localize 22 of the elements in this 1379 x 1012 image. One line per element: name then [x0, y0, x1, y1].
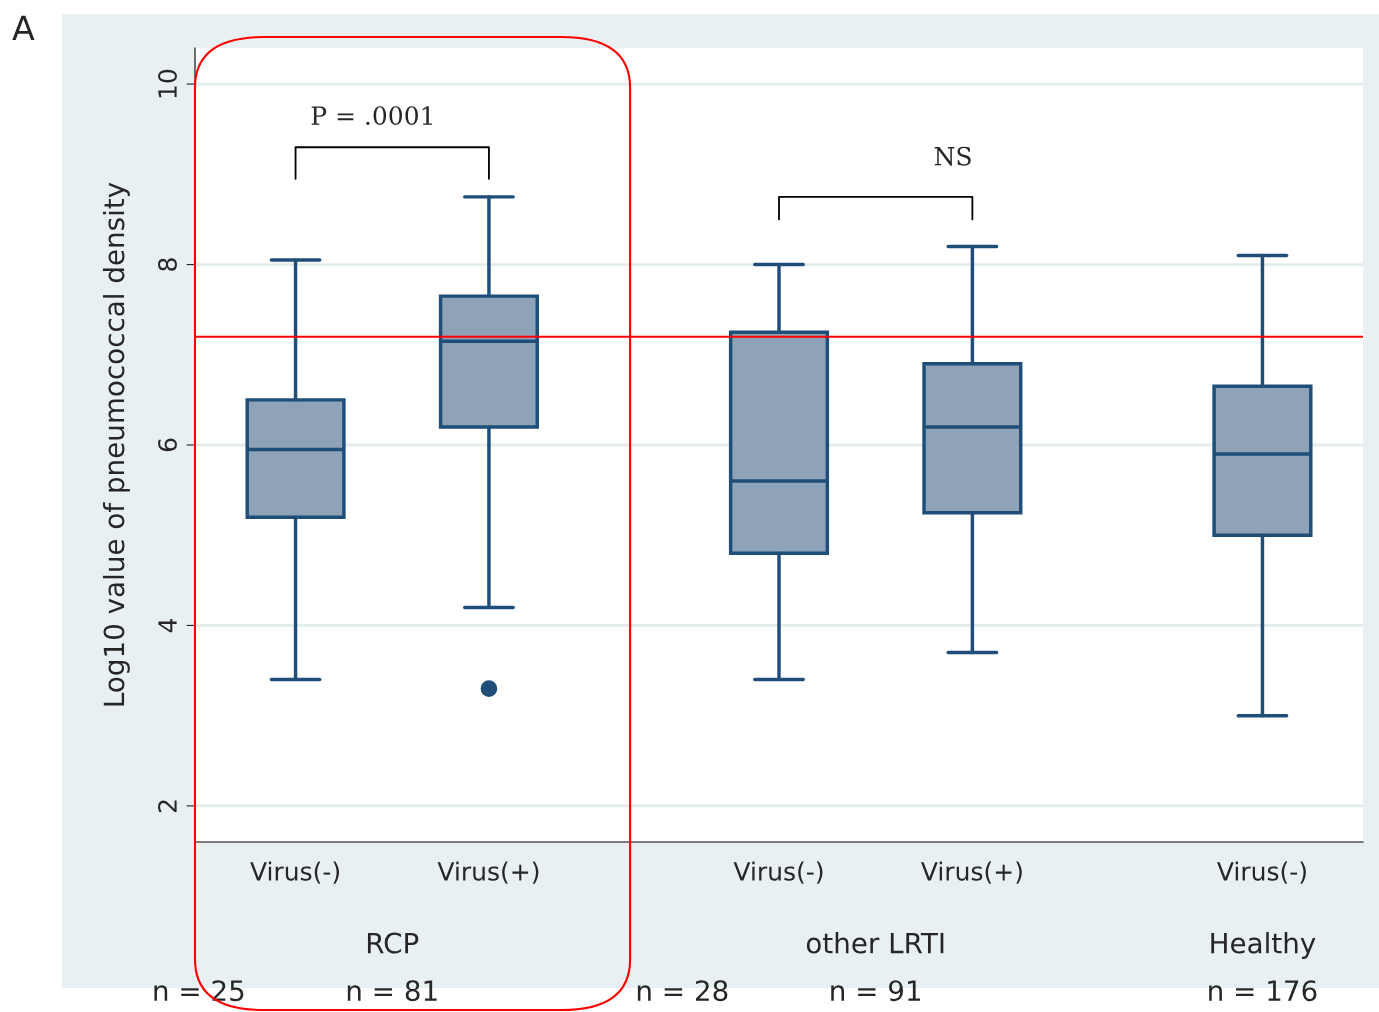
x-tick-label: Virus(-)	[1217, 861, 1306, 884]
text: n = 91	[831, 980, 921, 1002]
y-axis-title: Log10 value of pneumococcal density	[102, 182, 130, 706]
y-tick-label: 6	[158, 438, 177, 452]
text: Healthy	[1211, 932, 1316, 959]
text: RCP	[367, 932, 419, 954]
text: n = 28	[637, 980, 728, 1002]
text: n = 81	[347, 980, 437, 1002]
y-tick-label: 4	[158, 618, 177, 633]
y-tick-label: 10	[158, 69, 177, 98]
y-tick-label: 8	[158, 258, 177, 271]
text: other LRTI	[806, 932, 944, 954]
x-tick-label: Virus(-)	[733, 861, 823, 884]
text: A	[12, 15, 35, 40]
x-tick-label: Virus(+)	[437, 861, 539, 884]
text: n = 25	[154, 980, 244, 1002]
x-tick-label: Virus(+)	[921, 861, 1022, 884]
y-tick-label: 2	[158, 800, 177, 813]
annotation: P = .0001	[311, 106, 432, 126]
x-tick-label: Virus(-)	[250, 861, 339, 884]
text: n = 176	[1209, 980, 1317, 1002]
annotation: NS	[934, 146, 971, 166]
